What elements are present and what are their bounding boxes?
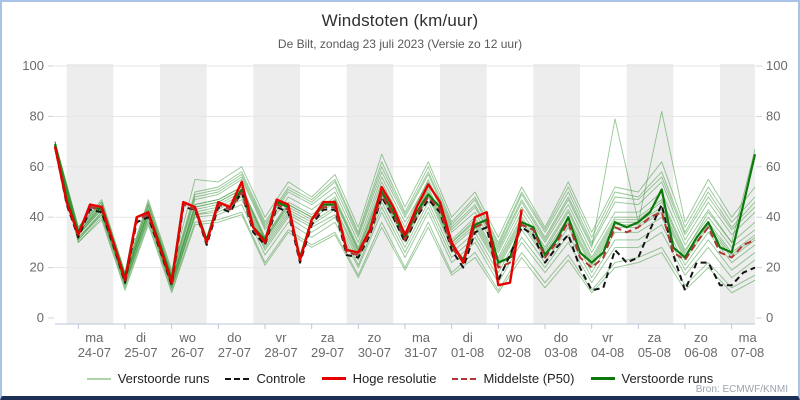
y-tick-label: 100 (766, 58, 788, 73)
legend-label: Middelste (P50) (483, 371, 575, 386)
y-tick-label: 40 (30, 209, 44, 224)
y-tick-label: 40 (766, 209, 780, 224)
legend-swatch-line (590, 377, 615, 380)
x-day-label: di (463, 330, 473, 345)
y-tick-label: 20 (30, 260, 44, 275)
x-day-label: 04-08 (591, 345, 624, 360)
legend-item: Verstoorde runs (590, 371, 714, 386)
x-day-label: 07-08 (731, 345, 764, 360)
x-day-label: 29-07 (311, 345, 344, 360)
legend-swatch-line (225, 377, 250, 380)
legend-label: Hoge resolutie (352, 371, 437, 386)
y-tick-label: 80 (766, 108, 780, 123)
day-shading-band (626, 64, 674, 324)
ensemble-member-line (54, 146, 756, 291)
x-day-label: 30-07 (358, 345, 391, 360)
x-day-label: 28-07 (264, 345, 297, 360)
x-day-label: 31-07 (404, 345, 437, 360)
x-day-label: vr (602, 330, 614, 345)
chart-title: Windstoten (km/uur) (321, 11, 479, 30)
y-tick-label: 20 (766, 260, 780, 275)
legend-item: Middelste (P50) (452, 371, 575, 386)
y-tick-label: 60 (30, 159, 44, 174)
ensemble-member-line (54, 141, 756, 274)
x-day-label: 25-07 (124, 345, 157, 360)
x-day-label: wo (178, 330, 196, 345)
y-tick-label: 100 (22, 58, 44, 73)
y-tick-label: 60 (766, 159, 780, 174)
y-tick-label: 0 (37, 310, 44, 325)
x-day-label: 24-07 (78, 345, 111, 360)
x-day-label: 06-08 (684, 345, 717, 360)
chart-subtitle: De Bilt, zondag 23 juli 2023 (Versie zo … (277, 37, 523, 51)
legend-item: Verstoorde runs (86, 371, 210, 386)
ensemble-member-line (54, 146, 756, 294)
x-day-label: 01-08 (451, 345, 484, 360)
x-day-label: za (321, 330, 336, 345)
day-shading-band (533, 64, 580, 324)
x-day-label: 02-08 (498, 345, 531, 360)
x-day-label: 05-08 (638, 345, 671, 360)
x-day-label: zo (367, 330, 381, 345)
x-day-label: ma (85, 330, 104, 345)
day-shading-band (440, 64, 487, 324)
x-day-label: zo (694, 330, 708, 345)
y-tick-label: 0 (766, 310, 773, 325)
x-day-label: ma (412, 330, 431, 345)
y-tick-label: 80 (30, 108, 44, 123)
x-day-label: ma (739, 330, 758, 345)
legend-item: Hoge resolutie (321, 371, 437, 386)
legend-swatch-line (452, 377, 477, 380)
ensemble-member-line (54, 141, 756, 274)
legend-swatch-line (321, 377, 346, 380)
high-resolution-line (53, 146, 523, 287)
x-day-label: vr (276, 330, 288, 345)
x-day-label: do (227, 330, 241, 345)
x-day-label: wo (505, 330, 523, 345)
day-shading-band (253, 64, 300, 324)
x-day-label: di (136, 330, 146, 345)
ensemble-member-line (54, 143, 756, 289)
legend-label: Controle (256, 371, 306, 386)
legend-item: Controle (225, 371, 306, 386)
legend-label: Verstoorde runs (117, 371, 210, 386)
day-shading-band (160, 64, 207, 324)
x-day-label: 03-08 (544, 345, 577, 360)
legend: Verstoorde runs Controle Hoge resolutie Mid… (2, 371, 798, 386)
legend-swatch-line (86, 377, 111, 380)
x-day-label: 26-07 (171, 345, 204, 360)
legend-label: Verstoorde runs (621, 371, 714, 386)
x-day-label: do (554, 330, 568, 345)
x-day-label: 27-07 (218, 345, 251, 360)
day-shading-band (66, 64, 114, 324)
x-day-label: za (647, 330, 662, 345)
source-credit: Bron: ECMWF/KNMI (695, 384, 788, 395)
